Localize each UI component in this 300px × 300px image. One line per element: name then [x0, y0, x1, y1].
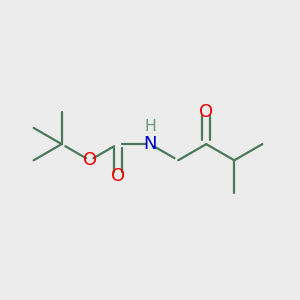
Text: O: O	[83, 151, 97, 169]
Text: O: O	[111, 167, 125, 185]
Text: N: N	[143, 135, 157, 153]
Text: H: H	[144, 119, 156, 134]
Text: O: O	[199, 103, 213, 121]
